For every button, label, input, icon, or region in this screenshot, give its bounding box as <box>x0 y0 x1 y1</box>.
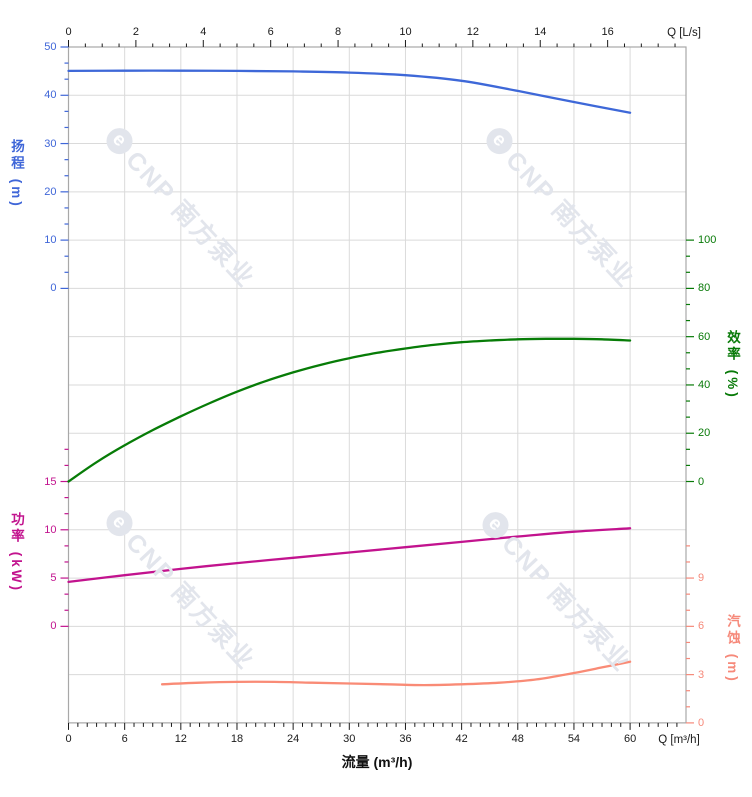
power-axis-tick-label: 0 <box>50 620 57 633</box>
head-axis-tick-label: 10 <box>44 234 57 247</box>
top-axis-tick-label: 12 <box>466 26 479 38</box>
efficiency-axis-tick-label: 80 <box>698 282 711 295</box>
top-axis-tick-label: 16 <box>601 26 614 38</box>
top-axis-unit-label: Q [L/s] <box>667 27 701 39</box>
curve-power <box>67 527 632 584</box>
npsh-axis-title: 汽蚀 (m) <box>725 614 740 684</box>
bottom-axis-tick-label: 18 <box>230 732 244 745</box>
efficiency-axis-tick-label: 0 <box>698 475 705 488</box>
efficiency-axis-tick-label: 20 <box>698 427 711 440</box>
head-axis-title: 扬程 (m) <box>9 139 24 209</box>
efficiency-axis-title: 效率 (%) <box>725 330 740 400</box>
efficiency-axis-tick-label: 100 <box>698 234 717 247</box>
bottom-axis-tick-label: 6 <box>121 732 128 745</box>
bottom-axis-tick-label: 54 <box>567 732 581 745</box>
top-axis-tick-label: 0 <box>65 26 72 38</box>
bottom-axis-tick-label: 0 <box>65 732 72 745</box>
power-axis-tick-label: 5 <box>50 572 57 585</box>
head-axis-tick-label: 30 <box>44 137 57 150</box>
npsh-axis-tick-label: 0 <box>698 716 705 729</box>
top-axis-tick-label: 8 <box>335 26 342 38</box>
top-axis-tick-label: 6 <box>267 26 274 38</box>
efficiency-axis-tick-label: 40 <box>698 378 711 391</box>
bottom-axis-tick-label: 36 <box>399 732 412 745</box>
curve-efficiency <box>67 337 632 483</box>
bottom-axis-tick-label: 30 <box>343 732 356 745</box>
head-axis-tick-label: 20 <box>44 185 57 198</box>
power-axis-tick-label: 15 <box>44 475 57 488</box>
npsh-axis-tick-label: 9 <box>698 572 705 585</box>
bottom-axis-tick-label: 48 <box>511 732 524 745</box>
curve-head <box>67 69 632 114</box>
head-axis-tick-label: 40 <box>44 89 57 102</box>
curve-npsh <box>160 660 632 687</box>
npsh-axis-tick-label: 3 <box>698 668 705 681</box>
bottom-axis-tick-label: 60 <box>623 732 637 745</box>
head-axis-tick-label: 0 <box>50 282 57 295</box>
bottom-axis-unit-label: Q [m³/h] <box>658 734 700 746</box>
x-axis-title: 流量 (m³/h) <box>341 754 413 770</box>
bottom-axis-tick-label: 12 <box>174 732 187 745</box>
power-axis-title: 功率 (kW) <box>9 512 24 593</box>
top-axis-tick-label: 4 <box>200 26 207 38</box>
head-axis-tick-label: 50 <box>44 41 57 53</box>
npsh-axis-tick-label: 6 <box>698 620 705 633</box>
top-axis-tick-label: 10 <box>399 26 412 38</box>
top-axis-tick-label: 14 <box>534 26 547 38</box>
bottom-axis-tick-label: 24 <box>287 732 300 745</box>
power-axis-tick-label: 10 <box>44 523 57 536</box>
efficiency-axis-tick-label: 60 <box>698 330 711 343</box>
bottom-axis-tick-label: 42 <box>455 732 468 745</box>
top-axis-tick-label: 2 <box>132 26 139 38</box>
